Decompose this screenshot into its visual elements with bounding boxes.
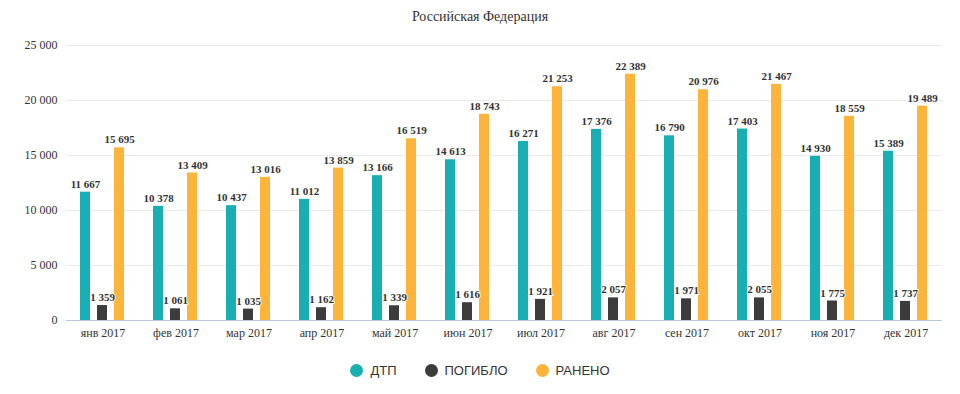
svg-text:июл 2017: июл 2017 xyxy=(517,326,565,340)
svg-text:15 389: 15 389 xyxy=(873,137,904,149)
svg-text:1 035: 1 035 xyxy=(236,295,261,307)
svg-text:16 271: 16 271 xyxy=(508,127,538,139)
svg-text:22 389: 22 389 xyxy=(615,60,646,72)
svg-text:июн 2017: июн 2017 xyxy=(444,326,493,340)
svg-text:дек 2017: дек 2017 xyxy=(884,326,928,340)
svg-text:сен 2017: сен 2017 xyxy=(665,326,709,340)
svg-text:19 489: 19 489 xyxy=(907,92,938,104)
svg-text:13 859: 13 859 xyxy=(323,154,354,166)
svg-text:15 000: 15 000 xyxy=(25,148,58,162)
svg-text:окт 2017: окт 2017 xyxy=(738,326,782,340)
html-text:ДТП: ДТП xyxy=(370,362,397,378)
svg-text:1 162: 1 162 xyxy=(309,293,334,305)
svg-text:20 976: 20 976 xyxy=(688,75,719,87)
svg-text:0: 0 xyxy=(52,313,58,327)
svg-text:апр 2017: апр 2017 xyxy=(300,326,345,340)
svg-text:14 930: 14 930 xyxy=(800,142,831,154)
html-text:РАНЕНО: РАНЕНО xyxy=(555,362,610,378)
svg-text:ноя 2017: ноя 2017 xyxy=(811,326,856,340)
svg-text:21 467: 21 467 xyxy=(761,70,792,82)
svg-text:10 437: 10 437 xyxy=(216,191,247,203)
svg-text:18 559: 18 559 xyxy=(834,102,865,114)
svg-text:17 376: 17 376 xyxy=(581,115,612,127)
svg-text:10 378: 10 378 xyxy=(143,192,174,204)
svg-text:1 616: 1 616 xyxy=(455,288,480,300)
svg-text:13 409: 13 409 xyxy=(177,159,208,171)
svg-text:2 057: 2 057 xyxy=(601,283,626,295)
svg-text:10 000: 10 000 xyxy=(25,203,58,217)
svg-text:авг 2017: авг 2017 xyxy=(593,326,636,340)
svg-text:16 519: 16 519 xyxy=(396,124,427,136)
svg-text:1 971: 1 971 xyxy=(674,284,699,296)
svg-text:16 790: 16 790 xyxy=(654,121,685,133)
svg-text:фев 2017: фев 2017 xyxy=(153,326,199,340)
html-text:Российская Федерация: Российская Федерация xyxy=(411,9,549,24)
svg-text:21 253: 21 253 xyxy=(542,72,573,84)
svg-text:17 403: 17 403 xyxy=(727,115,758,127)
svg-text:14 613: 14 613 xyxy=(435,145,466,157)
svg-text:11 012: 11 012 xyxy=(290,185,320,197)
svg-text:15 695: 15 695 xyxy=(104,133,135,145)
html-text:ПОГИБЛО: ПОГИБЛО xyxy=(444,362,508,378)
svg-text:1 737: 1 737 xyxy=(893,287,918,299)
svg-text:25 000: 25 000 xyxy=(25,38,58,52)
svg-text:1 921: 1 921 xyxy=(528,285,553,297)
svg-text:11 667: 11 667 xyxy=(71,178,101,190)
svg-text:янв 2017: янв 2017 xyxy=(81,326,126,340)
svg-text:2 055: 2 055 xyxy=(747,283,772,295)
svg-text:1 061: 1 061 xyxy=(163,294,188,306)
svg-text:13 016: 13 016 xyxy=(250,163,281,175)
svg-text:май 2017: май 2017 xyxy=(372,326,418,340)
svg-text:18 743: 18 743 xyxy=(469,100,500,112)
svg-text:1 775: 1 775 xyxy=(820,286,845,298)
svg-text:13 166: 13 166 xyxy=(362,161,393,173)
svg-text:20 000: 20 000 xyxy=(25,93,58,107)
svg-text:1 359: 1 359 xyxy=(90,291,115,303)
svg-text:1 339: 1 339 xyxy=(382,291,407,303)
svg-text:5 000: 5 000 xyxy=(31,258,58,272)
svg-text:мар 2017: мар 2017 xyxy=(226,326,272,340)
